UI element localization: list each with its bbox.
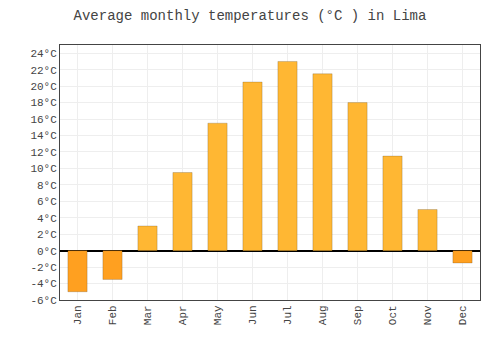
svg-text:16°C: 16°C xyxy=(30,114,57,126)
svg-text:4°C: 4°C xyxy=(37,213,57,225)
svg-text:Dec: Dec xyxy=(457,305,469,325)
svg-text:Jan: Jan xyxy=(72,305,84,325)
svg-text:Mar: Mar xyxy=(142,305,154,325)
svg-text:-6°C: -6°C xyxy=(30,295,57,307)
svg-text:Feb: Feb xyxy=(107,305,119,325)
svg-text:Jul: Jul xyxy=(282,305,294,325)
svg-text:10°C: 10°C xyxy=(30,163,57,175)
svg-text:2°C: 2°C xyxy=(37,229,57,241)
svg-text:12°C: 12°C xyxy=(30,147,57,159)
svg-text:14°C: 14°C xyxy=(30,130,57,142)
svg-text:Oct: Oct xyxy=(387,305,399,325)
svg-text:22°C: 22°C xyxy=(30,65,57,77)
svg-text:Nov: Nov xyxy=(422,305,434,325)
svg-text:8°C: 8°C xyxy=(37,180,57,192)
svg-text:Jun: Jun xyxy=(247,305,259,325)
svg-text:Apr: Apr xyxy=(177,305,189,325)
svg-text:Aug: Aug xyxy=(317,305,329,325)
svg-text:Average monthly temperatures (: Average monthly temperatures (°C ) in Li… xyxy=(74,8,427,24)
svg-text:24°C: 24°C xyxy=(30,48,57,60)
svg-text:20°C: 20°C xyxy=(30,81,57,93)
svg-text:6°C: 6°C xyxy=(37,196,57,208)
svg-text:-2°C: -2°C xyxy=(30,262,57,274)
svg-text:Sep: Sep xyxy=(352,305,364,325)
svg-text:May: May xyxy=(212,305,224,325)
svg-text:0°C: 0°C xyxy=(37,246,57,258)
svg-text:18°C: 18°C xyxy=(30,97,57,109)
svg-text:-4°C: -4°C xyxy=(30,278,57,290)
